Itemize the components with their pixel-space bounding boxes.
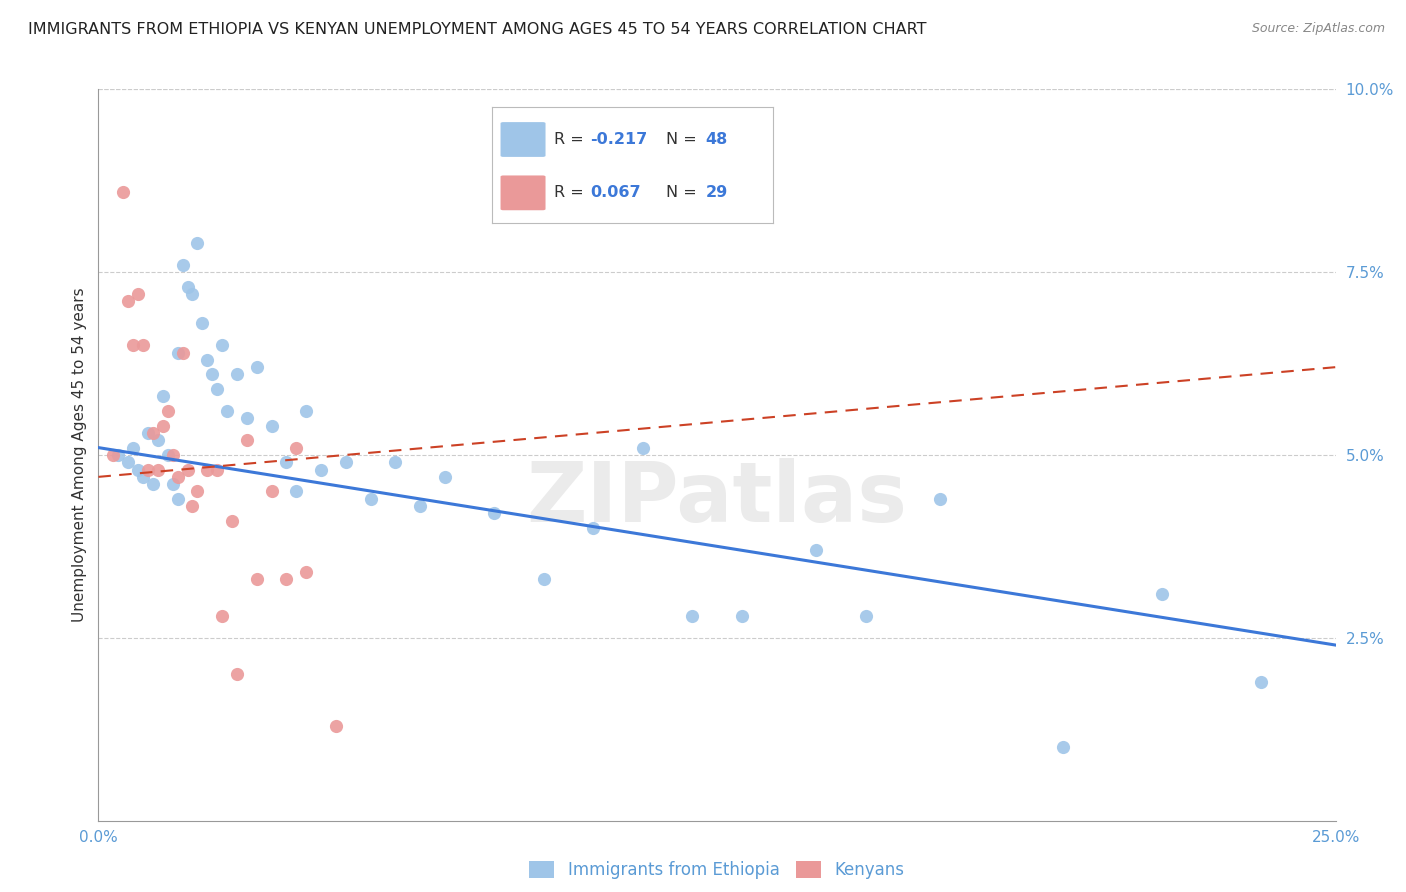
Point [191, 316, 214, 330]
Point [136, 425, 159, 440]
Point [285, 441, 308, 455]
Point [136, 462, 159, 476]
Point [166, 470, 188, 484]
Point [146, 462, 169, 476]
Point [1152, 587, 1174, 601]
Point [226, 368, 249, 382]
Point [309, 462, 332, 476]
Point [146, 434, 169, 448]
Point [152, 389, 174, 403]
Point [142, 425, 165, 440]
Point [582, 521, 605, 535]
Point [384, 455, 406, 469]
Point [162, 477, 184, 491]
Point [176, 279, 198, 293]
Point [176, 462, 198, 476]
Text: 29: 29 [706, 186, 728, 201]
Point [166, 345, 188, 359]
Point [260, 418, 283, 433]
Point [236, 434, 259, 448]
Point [132, 338, 155, 352]
Point [285, 484, 308, 499]
Point [731, 608, 754, 623]
Point [181, 499, 204, 513]
Point [166, 491, 188, 506]
Point [276, 455, 298, 469]
Point [236, 411, 259, 425]
Point [855, 608, 877, 623]
Point [181, 287, 204, 301]
Point [1052, 740, 1074, 755]
Text: -0.217: -0.217 [591, 132, 648, 147]
Point [276, 572, 298, 586]
Point [226, 667, 249, 681]
Point [295, 404, 318, 418]
Point [217, 404, 239, 418]
Point [246, 572, 269, 586]
Text: IMMIGRANTS FROM ETHIOPIA VS KENYAN UNEMPLOYMENT AMONG AGES 45 TO 54 YEARS CORREL: IMMIGRANTS FROM ETHIOPIA VS KENYAN UNEMP… [28, 22, 927, 37]
Point [201, 368, 224, 382]
Point [103, 448, 125, 462]
Text: R =: R = [554, 132, 589, 147]
Point [195, 462, 218, 476]
Point [156, 448, 179, 462]
Point [211, 338, 233, 352]
Point [360, 491, 382, 506]
Point [122, 441, 145, 455]
Point [142, 477, 165, 491]
Text: N =: N = [666, 132, 703, 147]
Point [186, 484, 208, 499]
Point [112, 185, 135, 199]
Point [681, 608, 703, 623]
Point [186, 235, 208, 250]
Point [117, 455, 139, 469]
Text: ZIPatlas: ZIPatlas [527, 458, 907, 540]
Point [221, 514, 243, 528]
Point [260, 484, 283, 499]
Point [132, 470, 155, 484]
Point [1250, 674, 1272, 689]
FancyBboxPatch shape [501, 122, 546, 157]
Text: Source: ZipAtlas.com: Source: ZipAtlas.com [1251, 22, 1385, 36]
Text: 0.067: 0.067 [591, 186, 641, 201]
Point [172, 345, 194, 359]
Point [152, 418, 174, 433]
Text: R =: R = [554, 186, 589, 201]
Point [804, 543, 827, 558]
Point [195, 352, 218, 367]
Point [205, 462, 228, 476]
Point [533, 572, 555, 586]
Point [246, 360, 269, 375]
Y-axis label: Unemployment Among Ages 45 to 54 years: Unemployment Among Ages 45 to 54 years [72, 287, 87, 623]
Point [127, 462, 149, 476]
Point [409, 499, 432, 513]
Point [484, 507, 506, 521]
Point [122, 338, 145, 352]
Point [335, 455, 357, 469]
Point [295, 565, 318, 579]
Point [172, 258, 194, 272]
Point [928, 491, 950, 506]
Point [433, 470, 456, 484]
Point [325, 718, 347, 732]
Text: 48: 48 [706, 132, 728, 147]
Point [631, 441, 654, 455]
Point [117, 294, 139, 309]
Legend: Immigrants from Ethiopia, Kenyans: Immigrants from Ethiopia, Kenyans [523, 854, 911, 886]
Point [211, 608, 233, 623]
Text: N =: N = [666, 186, 703, 201]
Point [205, 382, 228, 396]
Point [107, 448, 129, 462]
Point [127, 287, 149, 301]
FancyBboxPatch shape [501, 176, 546, 211]
Point [156, 404, 179, 418]
Point [162, 448, 184, 462]
